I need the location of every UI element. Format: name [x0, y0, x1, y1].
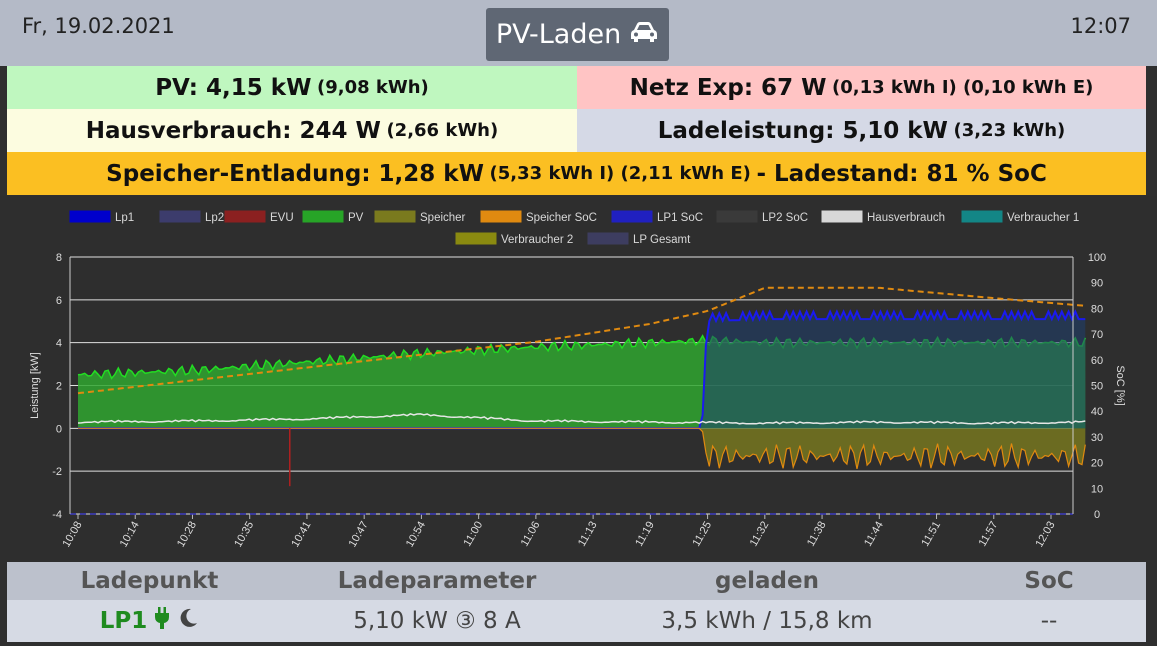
legend-swatch — [69, 210, 111, 223]
legend-label: Lp2 — [205, 212, 224, 224]
y2-tick-label: 70 — [1091, 329, 1103, 341]
legend-swatch — [961, 210, 1003, 223]
x-tick-label: 11:57 — [977, 520, 1001, 549]
y-tick-label: 8 — [56, 252, 62, 264]
legend-swatch — [224, 210, 266, 223]
x-tick-label: 10:14 — [118, 520, 142, 550]
y2-axis-title: SoC [%] — [1114, 365, 1126, 405]
car-icon — [629, 19, 659, 50]
legend-swatch — [302, 210, 344, 223]
x-tick-label: 11:06 — [519, 520, 543, 549]
legend-label: Hausverbrauch — [867, 212, 945, 224]
ladeleistung-status: Ladeleistung: 5,10 kW (3,23 kWh) — [577, 109, 1146, 152]
soc-value: -- — [1040, 608, 1058, 634]
x-tick-label: 12:03 — [1033, 520, 1057, 550]
lp1-area — [78, 311, 1086, 429]
legend-swatch — [374, 210, 416, 223]
header-bar: Fr, 19.02.2021 PV-Laden 12:07 — [0, 0, 1157, 66]
pv-status: PV: 4,15 kW (9,08 kWh) — [7, 66, 577, 109]
legend-swatch — [587, 232, 629, 245]
y-tick-label: 2 — [56, 381, 62, 393]
col-soc: SoC — [1024, 568, 1074, 594]
y2-tick-label: 20 — [1091, 458, 1103, 470]
y2-tick-label: 50 — [1091, 381, 1103, 393]
y2-tick-label: 0 — [1094, 509, 1100, 521]
y2-tick-label: 40 — [1091, 406, 1103, 418]
x-tick-label: 10:41 — [289, 520, 313, 550]
moon-icon — [177, 607, 199, 635]
lp-name: LP1 — [99, 608, 148, 634]
legend-label: Verbraucher 2 — [501, 234, 573, 246]
y-tick-label: 0 — [56, 423, 62, 435]
x-tick-label: 11:25 — [690, 520, 714, 549]
y2-tick-label: 90 — [1091, 278, 1103, 290]
x-tick-label: 10:08 — [60, 520, 84, 550]
y2-tick-label: 80 — [1091, 303, 1103, 315]
power-chart: Lp1 Lp2 EVU PV Speicher Speicher SoC LP1 SoC LP… — [0, 196, 1157, 560]
y-tick-label: -4 — [52, 509, 62, 521]
x-tick-label: 11:32 — [748, 520, 772, 549]
x-tick-label: 10:54 — [404, 520, 428, 550]
x-tick-label: 11:51 — [919, 520, 943, 549]
table-row[interactable]: LP1 5,10 kW ③ 8 A 3,5 kWh / 15,8 km -- — [7, 600, 1146, 642]
legend-swatch — [480, 210, 522, 223]
legend-label: LP1 SoC — [657, 212, 703, 224]
x-tick-label: 10:28 — [175, 520, 199, 550]
x-tick-label: 10:35 — [232, 520, 256, 550]
col-ladepunkt: Ladepunkt — [80, 568, 219, 594]
x-tick-label: 10:47 — [347, 520, 371, 550]
y2-tick-label: 100 — [1088, 252, 1106, 264]
legend-swatch — [159, 210, 201, 223]
x-tick-label: 11:19 — [633, 520, 657, 549]
legend-label: EVU — [270, 212, 294, 224]
speicher-line — [78, 427, 1086, 470]
legend-swatch — [455, 232, 497, 245]
legend-swatch — [821, 210, 863, 223]
col-geladen: geladen — [715, 568, 819, 594]
legend-label: LP2 SoC — [762, 212, 808, 224]
y-tick-label: 4 — [56, 338, 62, 350]
y-tick-label: 6 — [56, 295, 62, 307]
title-button[interactable]: PV-Laden — [486, 8, 669, 61]
x-tick-label: 11:38 — [805, 520, 829, 549]
table-header: Ladepunkt Ladeparameter geladen SoC — [7, 562, 1146, 600]
col-ladeparameter: Ladeparameter — [337, 568, 537, 594]
date-text: Fr, 19.02.2021 — [22, 14, 175, 38]
legend-swatch — [611, 210, 653, 223]
y-axis-title: Leistung [kW] — [29, 352, 41, 419]
x-tick-label: 11:44 — [862, 520, 886, 549]
chart-svg: Lp1 Lp2 EVU PV Speicher Speicher SoC LP1 SoC LP… — [29, 210, 1126, 550]
speicher-status: Speicher-Entladung: 1,28 kW (5,33 kWh I)… — [7, 152, 1146, 195]
netz-status: Netz Exp: 67 W (0,13 kWh I) (0,10 kWh E) — [577, 66, 1146, 109]
x-tick-label: 11:00 — [461, 520, 485, 549]
legend-label: Lp1 — [115, 212, 134, 224]
legend-label: Speicher SoC — [526, 212, 597, 224]
lp-cell[interactable]: LP1 — [7, 600, 292, 642]
legend-label: Verbraucher 1 — [1007, 212, 1079, 224]
y2-tick-label: 60 — [1091, 355, 1103, 367]
speicher-area — [78, 428, 1086, 469]
plug-icon — [153, 607, 171, 635]
hausverbrauch-line — [77, 412, 1086, 425]
geladen-value: 3,5 kWh / 15,8 km — [661, 608, 873, 634]
y-tick-label: -2 — [52, 466, 62, 478]
legend-label: PV — [348, 212, 364, 224]
mode-title: PV-Laden — [495, 19, 622, 50]
x-tick-label: 11:13 — [576, 520, 600, 549]
legend-label: LP Gesamt — [633, 234, 691, 246]
y2-tick-label: 10 — [1091, 483, 1103, 495]
legend-label: Speicher — [420, 212, 466, 224]
hausverbrauch-status: Hausverbrauch: 244 W (2,66 kWh) — [7, 109, 577, 152]
lade-params: 5,10 kW ③ 8 A — [353, 608, 521, 634]
time-text: 12:07 — [1070, 14, 1131, 38]
legend-swatch — [716, 210, 758, 223]
y2-tick-label: 30 — [1091, 432, 1103, 444]
